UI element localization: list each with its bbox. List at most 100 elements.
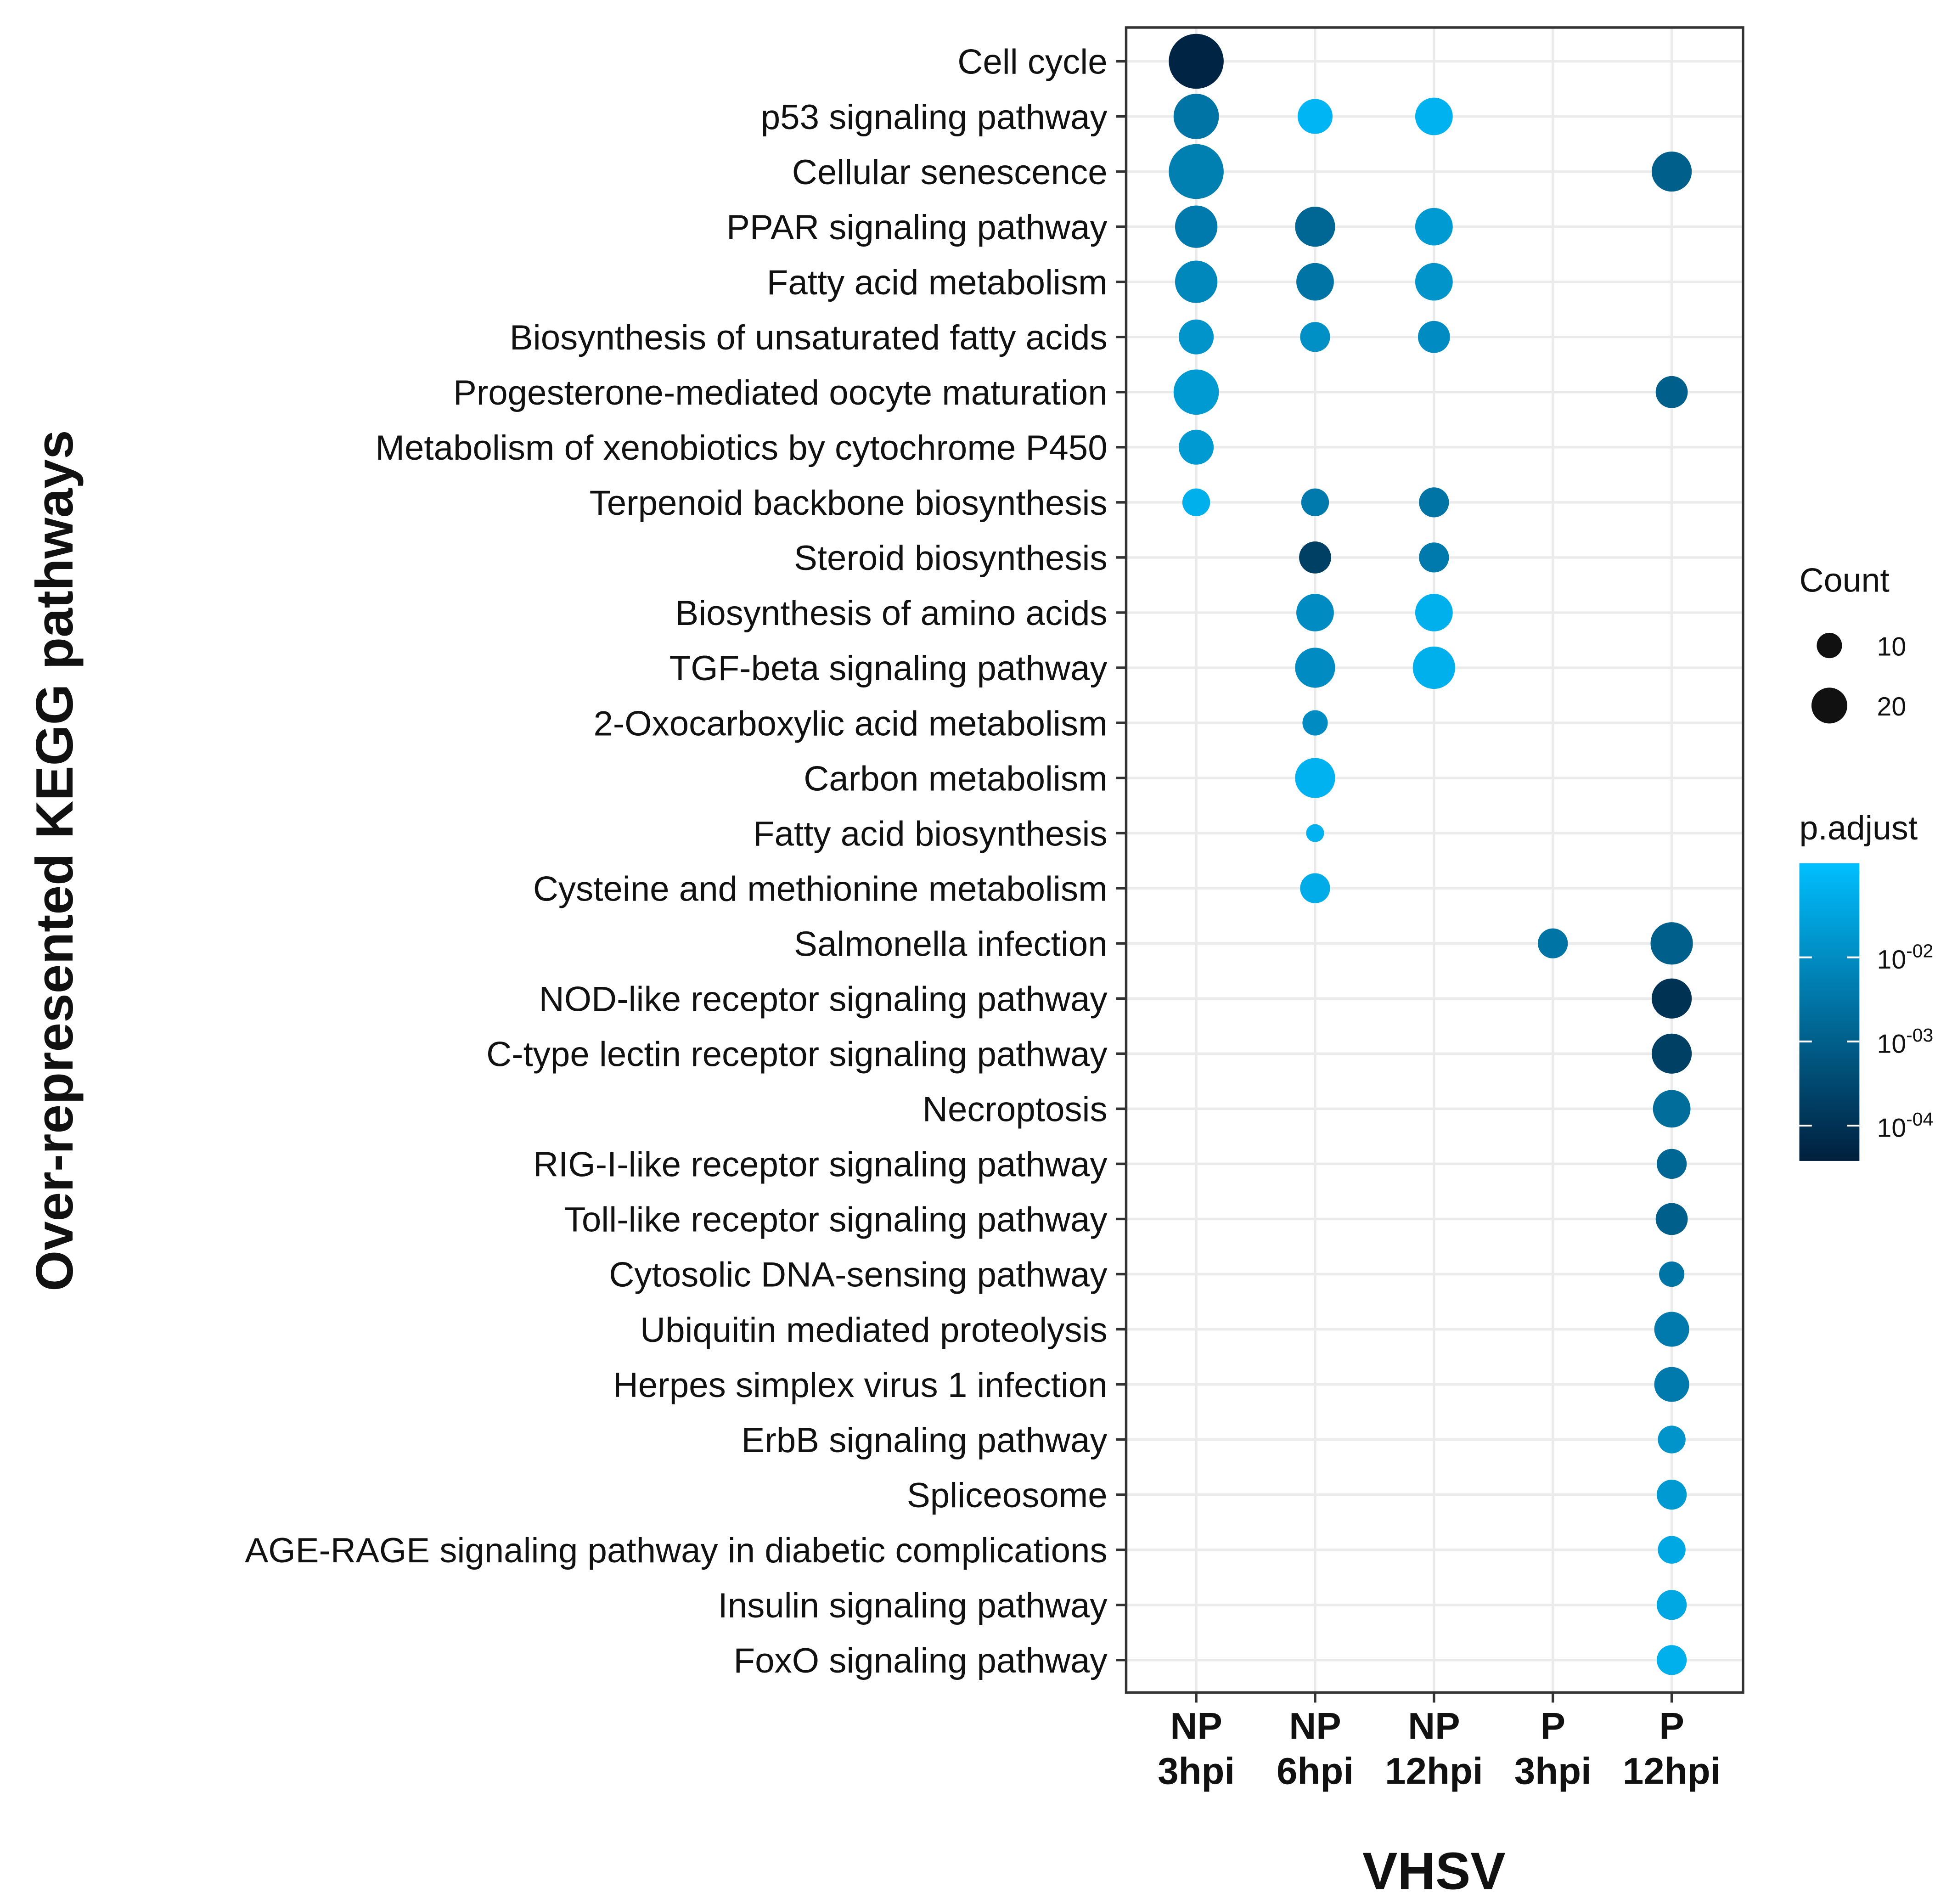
size-legend-label: 10 bbox=[1877, 632, 1907, 661]
y-axis-ticks: Cell cycle p53 signaling pathway Cellular … bbox=[245, 43, 1126, 1680]
size-legend-key bbox=[1817, 633, 1842, 659]
y-tick-label: Biosynthesis of unsaturated fatty acids bbox=[510, 318, 1108, 357]
y-tick-label: AGE-RAGE signaling pathway in diabetic c… bbox=[245, 1531, 1107, 1570]
y-tick-label: PPAR signaling pathway bbox=[726, 208, 1108, 247]
x-tick-label: 3hpi bbox=[1514, 1751, 1592, 1792]
data-point bbox=[1295, 758, 1335, 798]
data-point bbox=[1299, 541, 1331, 574]
data-point bbox=[1306, 824, 1324, 842]
data-point bbox=[1300, 873, 1330, 903]
data-point bbox=[1182, 488, 1210, 517]
x-tick-label: 6hpi bbox=[1277, 1751, 1354, 1792]
y-tick-label: p53 signaling pathway bbox=[761, 98, 1108, 137]
data-point bbox=[1415, 97, 1453, 135]
y-tick-label: Toll-like receptor signaling pathway bbox=[564, 1200, 1108, 1239]
data-point bbox=[1419, 487, 1449, 518]
data-point bbox=[1418, 321, 1450, 353]
y-tick-label: Salmonella infection bbox=[794, 924, 1108, 963]
data-point bbox=[1538, 928, 1568, 958]
y-tick-label: Metabolism of xenobiotics by cytochrome … bbox=[375, 428, 1107, 468]
y-tick-label: Cellular senescence bbox=[792, 153, 1108, 192]
data-point bbox=[1295, 648, 1335, 688]
data-point bbox=[1653, 1090, 1691, 1128]
data-point bbox=[1179, 429, 1214, 465]
y-tick-label: RIG-I-like receptor signaling pathway bbox=[533, 1145, 1108, 1184]
x-tick-label: 12hpi bbox=[1385, 1751, 1483, 1792]
data-point bbox=[1169, 34, 1224, 89]
data-point bbox=[1296, 263, 1334, 301]
y-tick-label: NOD-like receptor signaling pathway bbox=[539, 980, 1108, 1019]
y-axis-title: Over-represented KEGG pathways bbox=[25, 430, 84, 1291]
data-point bbox=[1412, 646, 1455, 689]
data-point bbox=[1175, 205, 1218, 248]
data-point bbox=[1656, 1149, 1687, 1179]
size-legend-title: Count bbox=[1800, 561, 1890, 599]
y-tick-label: Fatty acid biosynthesis bbox=[753, 814, 1108, 853]
y-tick-label: Ubiquitin mediated proteolysis bbox=[640, 1311, 1108, 1350]
x-tick-label: 3hpi bbox=[1158, 1751, 1235, 1792]
y-tick-label: Spliceosome bbox=[907, 1476, 1108, 1515]
y-tick-label: ErbB signaling pathway bbox=[741, 1421, 1107, 1460]
x-tick-label: NP bbox=[1289, 1705, 1341, 1747]
data-point bbox=[1655, 376, 1688, 408]
data-point bbox=[1302, 710, 1328, 736]
data-points bbox=[1169, 34, 1693, 1675]
data-point bbox=[1419, 542, 1449, 573]
data-point bbox=[1415, 263, 1453, 301]
y-tick-label: Cytosolic DNA-sensing pathway bbox=[609, 1256, 1107, 1295]
y-tick-label: Insulin signaling pathway bbox=[718, 1586, 1108, 1625]
y-tick-label: 2-Oxocarboxylic acid metabolism bbox=[593, 704, 1107, 743]
y-tick-label: Carbon metabolism bbox=[804, 759, 1107, 798]
color-legend-label: 10-04 bbox=[1877, 1109, 1934, 1143]
x-tick-label: P bbox=[1659, 1705, 1684, 1747]
x-tick-label: NP bbox=[1408, 1705, 1460, 1747]
y-tick-label: Cell cycle bbox=[957, 43, 1107, 82]
data-point bbox=[1175, 260, 1218, 303]
size-legend-label: 20 bbox=[1877, 692, 1907, 721]
data-point bbox=[1652, 151, 1692, 192]
x-tick-label: P bbox=[1540, 1705, 1565, 1747]
color-bar bbox=[1799, 863, 1860, 1161]
data-point bbox=[1658, 1425, 1686, 1453]
y-tick-label: Herpes simplex virus 1 infection bbox=[613, 1366, 1108, 1405]
size-legend: Count 10 20 bbox=[1800, 561, 1907, 724]
y-tick-label: Cysteine and methionine metabolism bbox=[533, 869, 1108, 908]
x-tick-label: 12hpi bbox=[1623, 1751, 1721, 1792]
data-point bbox=[1173, 94, 1219, 139]
data-point bbox=[1652, 1033, 1692, 1074]
data-point bbox=[1295, 207, 1335, 247]
data-point bbox=[1300, 322, 1330, 352]
data-point bbox=[1656, 1590, 1687, 1620]
data-point bbox=[1658, 1536, 1686, 1564]
data-point bbox=[1654, 1367, 1689, 1402]
color-legend-label: 10-02 bbox=[1877, 941, 1934, 975]
y-tick-label: C-type lectin receptor signaling pathway bbox=[486, 1035, 1108, 1074]
y-tick-label: TGF-beta signaling pathway bbox=[669, 649, 1108, 688]
data-point bbox=[1296, 594, 1334, 631]
data-point bbox=[1652, 978, 1692, 1019]
x-axis-title: VHSV bbox=[1362, 1842, 1506, 1900]
data-point bbox=[1656, 1480, 1687, 1510]
color-legend-title: p.adjust bbox=[1800, 809, 1918, 847]
color-legend: p.adjust 10-02 10-03 10-04 bbox=[1799, 809, 1934, 1161]
data-point bbox=[1173, 369, 1219, 415]
y-tick-label: Progesterone-mediated oocyte maturation bbox=[453, 373, 1108, 412]
data-point bbox=[1650, 922, 1693, 965]
size-legend-key bbox=[1811, 687, 1847, 724]
x-tick-label: NP bbox=[1170, 1705, 1222, 1747]
y-tick-label: Fatty acid metabolism bbox=[767, 263, 1108, 302]
data-point bbox=[1415, 208, 1453, 246]
data-point bbox=[1415, 594, 1453, 631]
y-tick-label: Biosynthesis of amino acids bbox=[675, 594, 1107, 633]
data-point bbox=[1656, 1645, 1687, 1675]
data-point bbox=[1169, 144, 1224, 199]
y-tick-label: FoxO signaling pathway bbox=[734, 1641, 1108, 1680]
data-point bbox=[1654, 1312, 1689, 1347]
data-point bbox=[1659, 1261, 1685, 1287]
data-point bbox=[1179, 319, 1214, 355]
data-point bbox=[1655, 1203, 1688, 1235]
color-legend-label: 10-03 bbox=[1877, 1025, 1934, 1059]
data-point bbox=[1301, 488, 1329, 517]
